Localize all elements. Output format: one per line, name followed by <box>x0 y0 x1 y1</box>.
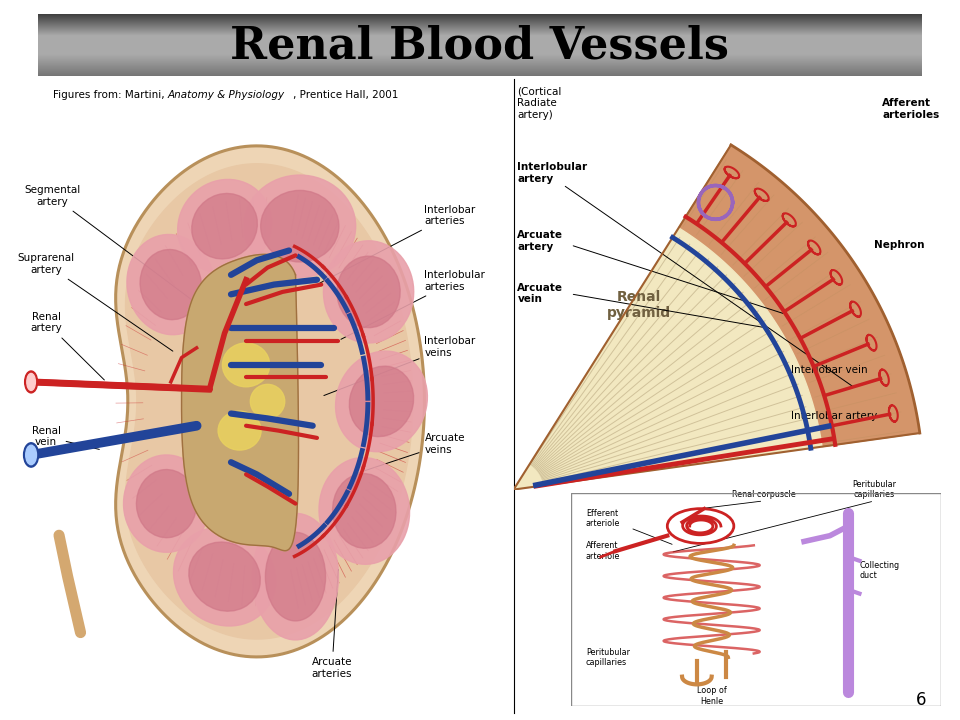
Ellipse shape <box>349 366 414 436</box>
Text: Interlobar
arteries: Interlobar arteries <box>320 204 476 283</box>
Text: Renal
pyramid: Renal pyramid <box>607 290 671 320</box>
Ellipse shape <box>244 175 356 277</box>
Ellipse shape <box>140 250 202 320</box>
Text: Interlobar
veins: Interlobar veins <box>324 336 476 395</box>
Text: 6: 6 <box>916 691 926 709</box>
Ellipse shape <box>189 542 260 611</box>
Ellipse shape <box>24 443 38 467</box>
Ellipse shape <box>337 256 400 328</box>
Text: Nephron: Nephron <box>875 240 924 250</box>
Text: Interlobular
artery: Interlobular artery <box>517 162 588 184</box>
Text: Anatomy & Physiology: Anatomy & Physiology <box>168 90 285 100</box>
Ellipse shape <box>261 190 339 262</box>
Ellipse shape <box>127 235 215 335</box>
Ellipse shape <box>223 343 270 387</box>
Text: Renal Blood Vessels: Renal Blood Vessels <box>230 24 730 68</box>
Text: Interlobar vein: Interlobar vein <box>791 365 868 375</box>
Ellipse shape <box>136 469 197 538</box>
Text: Arcuate
arteries: Arcuate arteries <box>312 570 352 678</box>
Ellipse shape <box>336 351 427 451</box>
Text: Collecting
duct: Collecting duct <box>859 561 900 580</box>
Ellipse shape <box>252 513 339 640</box>
Ellipse shape <box>174 527 276 626</box>
Ellipse shape <box>265 532 325 621</box>
Polygon shape <box>126 163 413 639</box>
Text: Interlobular
arteries: Interlobular arteries <box>341 270 486 339</box>
Text: Efferent
arteriole: Efferent arteriole <box>586 508 620 528</box>
Text: Afferent
arterioles: Afferent arterioles <box>882 98 939 120</box>
Ellipse shape <box>218 411 261 450</box>
Text: Peritubular
capillaries: Peritubular capillaries <box>586 648 630 667</box>
Text: Suprarenal
artery: Suprarenal artery <box>17 253 173 351</box>
Ellipse shape <box>124 455 209 552</box>
Text: Arcuate
artery: Arcuate artery <box>517 230 564 251</box>
Polygon shape <box>514 228 822 490</box>
Text: Peritubular
capillaries: Peritubular capillaries <box>852 480 897 499</box>
Text: Renal
artery: Renal artery <box>31 312 105 380</box>
Text: Arcuate
veins: Arcuate veins <box>356 433 465 474</box>
Ellipse shape <box>319 457 410 564</box>
Ellipse shape <box>26 445 36 464</box>
Text: Renal corpuscle: Renal corpuscle <box>732 490 795 499</box>
Text: Figures from: Martini,: Figures from: Martini, <box>53 90 168 100</box>
Ellipse shape <box>332 474 396 548</box>
Text: Segmental
artery: Segmental artery <box>24 185 211 315</box>
Text: Interlobar artery: Interlobar artery <box>791 410 877 420</box>
Polygon shape <box>181 254 299 551</box>
Text: (Cortical
Radiate
artery): (Cortical Radiate artery) <box>517 87 562 120</box>
Ellipse shape <box>324 240 414 343</box>
Text: , Prentice Hall, 2001: , Prentice Hall, 2001 <box>293 90 398 100</box>
Ellipse shape <box>192 194 257 259</box>
Text: Renal
vein: Renal vein <box>32 426 99 449</box>
Text: Afferent
arteriole: Afferent arteriole <box>586 541 620 561</box>
Ellipse shape <box>27 374 36 390</box>
Ellipse shape <box>178 179 272 273</box>
Ellipse shape <box>251 384 285 418</box>
Polygon shape <box>679 145 920 446</box>
Ellipse shape <box>25 371 37 393</box>
Text: Loop of
Henle: Loop of Henle <box>697 686 727 706</box>
Text: Arcuate
vein: Arcuate vein <box>517 282 564 304</box>
Polygon shape <box>115 146 424 657</box>
